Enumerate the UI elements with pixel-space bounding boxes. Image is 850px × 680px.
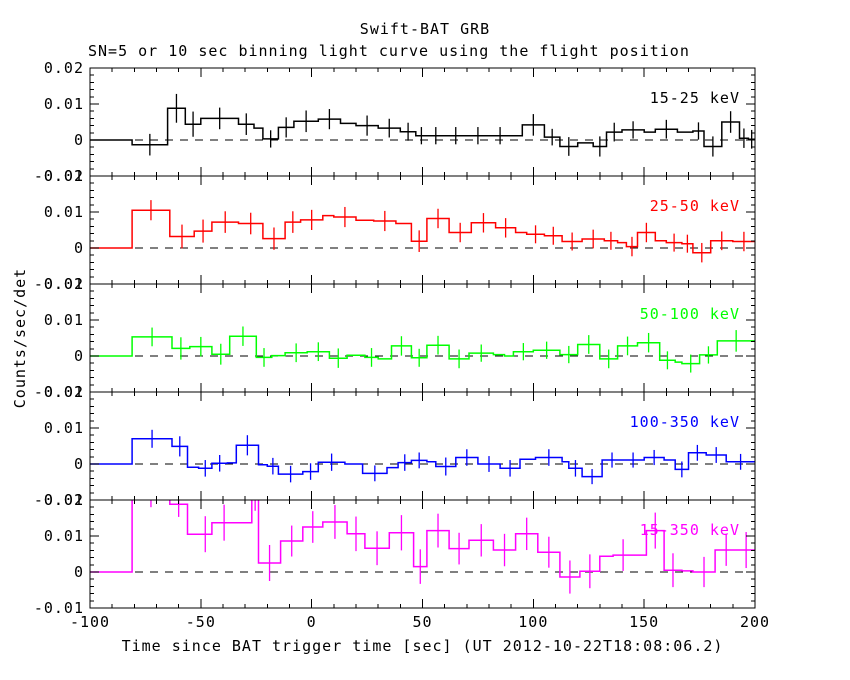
- figure-subtitle: SN=5 or 10 sec binning light curve using…: [88, 42, 690, 60]
- series-25-50-kev: [90, 200, 755, 263]
- x-tick-labels: -100 -50 0 50 100 150 200: [70, 613, 770, 631]
- y-tick-label: 0.02: [44, 275, 84, 293]
- y-tick-label: 0.02: [44, 59, 84, 77]
- panel-axes: [89, 175, 756, 285]
- y-tick-label: 0.01: [44, 203, 84, 221]
- y-tick-label: 0.01: [44, 311, 84, 329]
- x-tick-label: 50: [412, 613, 432, 631]
- panel-50-100-kev: 0.02 0.01 0 -0.01 50-100 keV: [34, 275, 756, 401]
- y-tick-label: -0.01: [34, 599, 84, 617]
- panel-15-350-kev: 0.02 0.01 0 -0.01 15-350 keV: [34, 491, 756, 617]
- panel-axes: [89, 499, 756, 609]
- y-tick-label: -0.01: [34, 167, 84, 185]
- figure-title: Swift-BAT GRB: [359, 20, 491, 38]
- lightcurve-steps-15-25-kev: [90, 107, 755, 148]
- y-tick-label: 0.02: [44, 383, 84, 401]
- x-tick-label: -100: [70, 613, 110, 631]
- x-axis-title: Time since BAT trigger time [sec] (UT 20…: [121, 637, 724, 655]
- series-50-100-kev: [90, 326, 755, 373]
- y-tick-label: 0.02: [44, 167, 84, 185]
- panel-axes: [89, 67, 756, 177]
- panel-axes: [89, 283, 756, 393]
- x-tick-label: 150: [629, 613, 659, 631]
- lightcurve-steps-100-350-kev: [90, 438, 755, 478]
- y-tick-label: 0.01: [44, 95, 84, 113]
- y-tick-label: -0.01: [34, 491, 84, 509]
- band-label-25-50-kev: 25-50 keV: [650, 197, 740, 215]
- panel-15-25-kev: 0.02 0.01 0 -0.01 15-25 keV: [34, 59, 756, 185]
- band-label-15-25-kev: 15-25 keV: [650, 89, 740, 107]
- panel-25-50-kev: 0.02 0.01 0 -0.01 25-50 keV: [34, 167, 756, 293]
- y-tick-label: 0: [74, 347, 84, 365]
- panel-axes: [89, 391, 756, 501]
- y-tick-label: 0: [74, 131, 84, 149]
- y-tick-label: 0: [74, 563, 84, 581]
- panel-border: [89, 175, 756, 285]
- x-tick-label: 0: [307, 613, 317, 631]
- band-label-100-350-kev: 100-350 keV: [630, 413, 740, 431]
- panel-border: [89, 391, 756, 501]
- x-tick-label: -50: [186, 613, 216, 631]
- y-tick-label: 0.02: [44, 491, 84, 509]
- panel-border: [89, 67, 756, 177]
- band-label-50-100-kev: 50-100 keV: [640, 305, 740, 323]
- series-15-350-kev: [90, 500, 755, 594]
- lightcurve-steps-25-50-kev: [90, 209, 755, 254]
- y-tick-label: -0.01: [34, 383, 84, 401]
- lightcurve-steps-50-100-kev: [90, 335, 755, 365]
- panel-border: [89, 283, 756, 393]
- x-tick-label: 100: [518, 613, 548, 631]
- band-label-15-350-kev: 15-350 keV: [640, 521, 740, 539]
- y-tick-label: 0.01: [44, 527, 84, 545]
- series-100-350-kev: [90, 429, 755, 485]
- y-tick-label: 0: [74, 239, 84, 257]
- y-tick-label: 0: [74, 455, 84, 473]
- series-15-25-kev: [90, 93, 755, 157]
- y-tick-label: -0.01: [34, 275, 84, 293]
- x-tick-label: 200: [740, 613, 770, 631]
- y-tick-label: 0.01: [44, 419, 84, 437]
- panel-100-350-kev: 0.02 0.01 0 -0.01 100-350 keV: [34, 383, 756, 509]
